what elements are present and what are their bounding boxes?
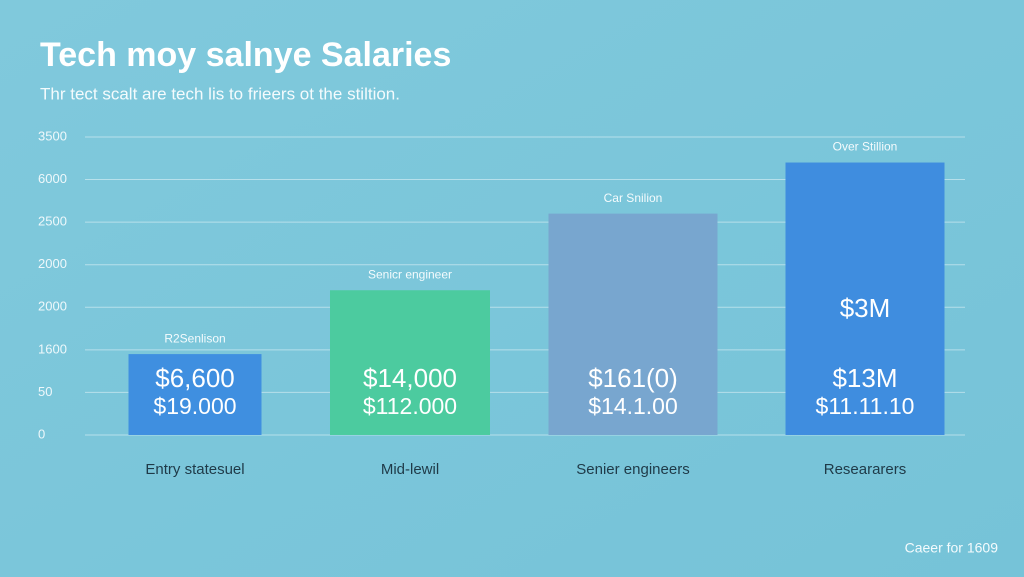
bar-inner-label: $19.000 <box>153 393 236 419</box>
y-tick-label: 2000 <box>38 256 67 271</box>
bar <box>785 162 945 435</box>
x-tick-label: Entry statesuel <box>145 461 244 478</box>
bar-inner-label: $112.000 <box>363 393 457 419</box>
y-tick-label: 6000 <box>38 171 67 186</box>
y-tick-label: 50 <box>38 384 52 399</box>
bar <box>128 354 262 435</box>
bar-inner-label: $161(0) <box>588 363 678 393</box>
chart-title: Tech moy salnye Salaries <box>40 36 451 74</box>
y-tick-label: 0 <box>38 426 45 441</box>
x-tick-label: Senier engineers <box>576 461 689 478</box>
x-tick-label: Researarers <box>824 461 907 478</box>
y-tick-label: 3500 <box>38 128 67 143</box>
bar-top-label: Over Stillion <box>833 140 898 154</box>
chart-subtitle: Thr tect scalt are tech lis to frieers o… <box>40 84 400 103</box>
x-tick-label: Mid-lewil <box>381 461 439 478</box>
bar-inner-label: $3M <box>840 293 891 323</box>
bar-inner-label: $13M <box>832 363 897 393</box>
y-tick-label: 2000 <box>38 299 67 314</box>
bar <box>330 290 490 435</box>
bar-inner-label: $6,600 <box>155 363 235 393</box>
footer: Caeer for 1609 <box>905 540 999 556</box>
bar-top-label: Senicr engineer <box>368 267 452 281</box>
y-tick-label: 2500 <box>38 214 67 229</box>
y-tick-label: 1600 <box>38 341 67 356</box>
bar-inner-label: $14,000 <box>363 363 457 393</box>
bar-top-label: Car Snilion <box>604 191 663 205</box>
bar-inner-label: $11.11.10 <box>816 393 915 419</box>
bar-inner-label: $14.1.00 <box>588 393 678 419</box>
bar-top-label: R2Senlison <box>164 331 225 345</box>
bar <box>548 213 718 435</box>
